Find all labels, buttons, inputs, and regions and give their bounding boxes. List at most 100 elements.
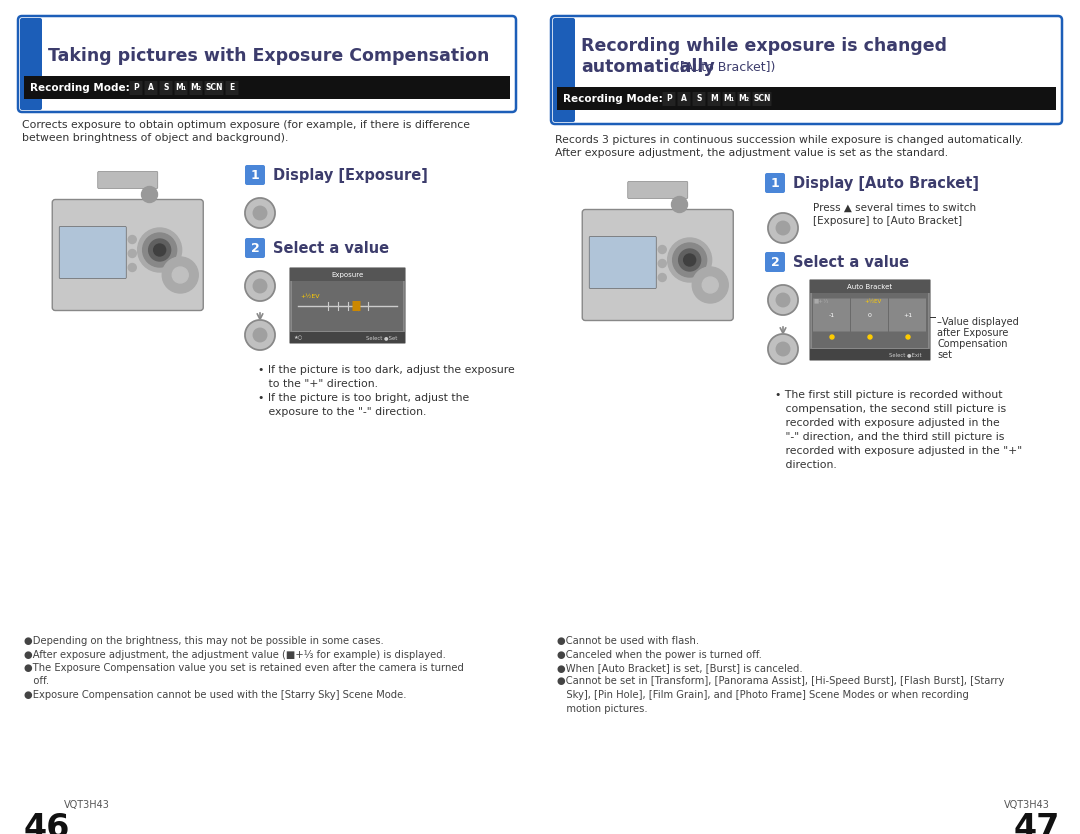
FancyBboxPatch shape <box>291 268 405 281</box>
Circle shape <box>777 342 789 356</box>
FancyBboxPatch shape <box>226 81 239 95</box>
FancyBboxPatch shape <box>175 81 188 95</box>
FancyBboxPatch shape <box>291 332 405 343</box>
FancyBboxPatch shape <box>204 81 224 95</box>
Text: –Value displayed: –Value displayed <box>937 317 1018 327</box>
FancyBboxPatch shape <box>557 87 1056 110</box>
Text: Records 3 pictures in continuous succession while exposure is changed automatica: Records 3 pictures in continuous success… <box>555 135 1023 158</box>
Circle shape <box>245 320 275 350</box>
Text: +½EV: +½EV <box>300 294 320 299</box>
Text: 47: 47 <box>1014 812 1059 834</box>
Text: recorded with exposure adjusted in the "+": recorded with exposure adjusted in the "… <box>775 446 1022 456</box>
FancyBboxPatch shape <box>707 92 720 106</box>
Text: 1: 1 <box>251 168 259 182</box>
Circle shape <box>129 249 136 258</box>
Text: VQT3H43: VQT3H43 <box>64 800 110 810</box>
Text: Press ▲ several times to switch: Press ▲ several times to switch <box>813 203 976 213</box>
Text: ●The Exposure Compensation value you set is retained even after the camera is tu: ●The Exposure Compensation value you set… <box>24 663 464 673</box>
Circle shape <box>253 279 267 293</box>
Text: recorded with exposure adjusted in the: recorded with exposure adjusted in the <box>775 418 1000 428</box>
FancyBboxPatch shape <box>765 252 785 272</box>
FancyBboxPatch shape <box>738 92 751 106</box>
Text: Auto Bracket: Auto Bracket <box>848 284 892 289</box>
Text: Recording Mode:: Recording Mode: <box>563 93 663 103</box>
FancyBboxPatch shape <box>662 92 675 106</box>
FancyBboxPatch shape <box>18 16 516 112</box>
Text: Corrects exposure to obtain optimum exposure (for example, if there is differenc: Corrects exposure to obtain optimum expo… <box>22 120 470 143</box>
Text: ●Canceled when the power is turned off.: ●Canceled when the power is turned off. <box>557 650 761 660</box>
FancyBboxPatch shape <box>889 299 926 331</box>
Text: automatically: automatically <box>581 58 715 76</box>
FancyBboxPatch shape <box>753 92 771 106</box>
Text: ●Cannot be set in [Transform], [Panorama Assist], [Hi-Speed Burst], [Flash Burst: ●Cannot be set in [Transform], [Panorama… <box>557 676 1004 686</box>
FancyBboxPatch shape <box>810 280 930 293</box>
Text: Select ●Set: Select ●Set <box>366 335 397 340</box>
Text: Select ●Exit: Select ●Exit <box>889 352 922 357</box>
Text: ■+⅓: ■+⅓ <box>814 299 829 304</box>
Text: S: S <box>697 94 702 103</box>
FancyBboxPatch shape <box>582 209 733 320</box>
Text: S: S <box>163 83 168 92</box>
Circle shape <box>673 243 706 277</box>
Circle shape <box>692 267 728 303</box>
Circle shape <box>253 206 267 219</box>
FancyBboxPatch shape <box>245 238 265 258</box>
Circle shape <box>143 233 177 267</box>
Text: ●After exposure adjustment, the adjustment value (■+⅓ for example) is displayed.: ●After exposure adjustment, the adjustme… <box>24 650 446 660</box>
Circle shape <box>667 238 712 282</box>
Text: Exposure: Exposure <box>332 272 364 278</box>
Text: after Exposure: after Exposure <box>937 328 1009 338</box>
Text: +½EV: +½EV <box>864 299 881 304</box>
Circle shape <box>137 228 181 272</box>
Text: ●Depending on the brightness, this may not be possible in some cases.: ●Depending on the brightness, this may n… <box>24 636 383 646</box>
Circle shape <box>678 249 701 271</box>
Text: A: A <box>681 94 687 103</box>
Text: Recording Mode:: Recording Mode: <box>30 83 130 93</box>
Circle shape <box>768 213 798 243</box>
Text: Sky], [Pin Hole], [Film Grain], and [Photo Frame] Scene Modes or when recording: Sky], [Pin Hole], [Film Grain], and [Pho… <box>557 690 969 700</box>
Text: Select a value: Select a value <box>793 254 909 269</box>
Circle shape <box>245 198 275 228</box>
FancyBboxPatch shape <box>145 81 158 95</box>
Text: set: set <box>937 350 951 360</box>
Text: 46: 46 <box>24 812 70 834</box>
Text: 2: 2 <box>251 242 259 254</box>
Text: 2: 2 <box>771 255 780 269</box>
Text: Display [Exposure]: Display [Exposure] <box>273 168 428 183</box>
Text: off.: off. <box>24 676 49 686</box>
Text: 1: 1 <box>771 177 780 189</box>
FancyBboxPatch shape <box>677 92 690 106</box>
FancyBboxPatch shape <box>24 76 510 99</box>
FancyBboxPatch shape <box>52 199 203 310</box>
Text: ([Auto Bracket]): ([Auto Bracket]) <box>671 61 775 73</box>
FancyBboxPatch shape <box>245 165 265 185</box>
Circle shape <box>768 285 798 315</box>
Circle shape <box>162 257 199 293</box>
Text: Recording while exposure is changed: Recording while exposure is changed <box>581 37 947 55</box>
Text: E: E <box>229 83 234 92</box>
Circle shape <box>684 254 696 266</box>
FancyBboxPatch shape <box>723 92 735 106</box>
Circle shape <box>129 264 136 272</box>
FancyBboxPatch shape <box>292 281 403 331</box>
Text: M₁: M₁ <box>175 83 187 92</box>
Text: to the "+" direction.: to the "+" direction. <box>258 379 378 389</box>
Text: M₂: M₂ <box>190 83 202 92</box>
Circle shape <box>777 294 789 307</box>
Text: "-" direction, and the third still picture is: "-" direction, and the third still pictu… <box>775 432 1004 442</box>
Circle shape <box>868 335 872 339</box>
FancyBboxPatch shape <box>352 301 361 311</box>
FancyBboxPatch shape <box>160 81 173 95</box>
Text: +1: +1 <box>904 313 913 318</box>
FancyBboxPatch shape <box>765 173 785 193</box>
FancyBboxPatch shape <box>812 293 928 348</box>
Text: M: M <box>711 94 718 103</box>
Circle shape <box>172 267 188 283</box>
FancyBboxPatch shape <box>21 18 42 110</box>
Text: ●When [Auto Bracket] is set, [Burst] is canceled.: ●When [Auto Bracket] is set, [Burst] is … <box>557 663 802 673</box>
FancyBboxPatch shape <box>551 16 1062 124</box>
FancyBboxPatch shape <box>813 299 850 331</box>
Text: -1: -1 <box>829 313 835 318</box>
Circle shape <box>702 277 718 293</box>
FancyBboxPatch shape <box>810 349 930 360</box>
